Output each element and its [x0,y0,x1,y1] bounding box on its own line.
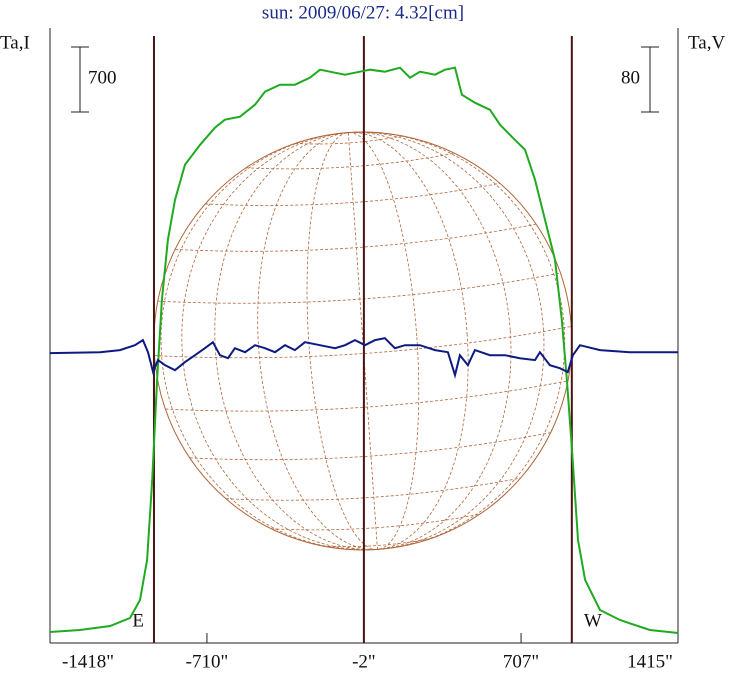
parallel [157,272,561,304]
x-tick-label: -710" [186,651,229,672]
solar-disk [153,131,573,551]
parallel [189,432,551,461]
chart-title: sun: 2009/06/27: 4.32[cm] [262,2,464,23]
x-tick-label: -2" [352,651,376,672]
parallel [175,223,537,252]
x-tick-label: 707" [503,651,539,672]
x-tick-label: 1415" [627,651,673,672]
parallel [165,380,569,412]
parallel [225,477,521,501]
limb-label: W [584,610,602,631]
y-axis-label: Ta,I [0,32,30,53]
limb-label: E [132,610,144,631]
parallel [205,182,501,206]
parallel [246,152,455,170]
y2-axis-label: Ta,V [688,32,725,53]
scale-label: 700 [88,67,117,88]
parallel [294,135,403,145]
parallel [323,538,431,548]
parallel [271,513,480,531]
parallel [154,326,572,359]
scale-label: 80 [621,67,640,88]
series-line [49,337,678,379]
series-line [49,66,679,634]
meridian [306,132,420,550]
x-tick-label: -1418" [62,651,114,672]
